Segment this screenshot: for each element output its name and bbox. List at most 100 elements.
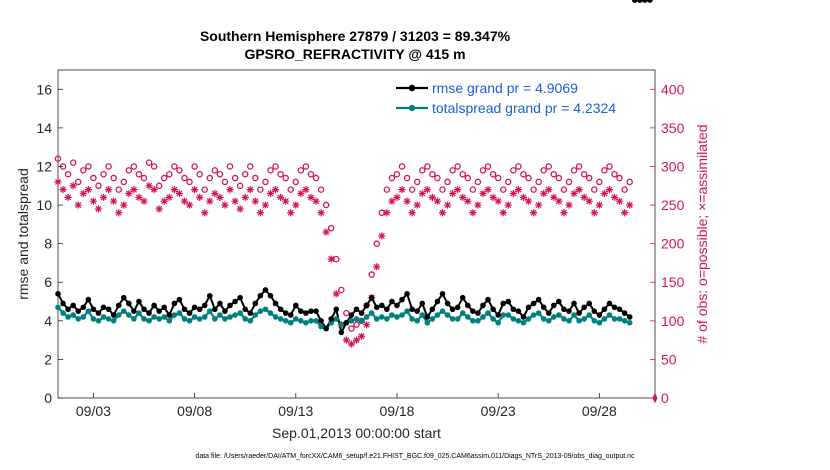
rmse-point <box>75 308 82 314</box>
obs-possible-point <box>69 159 77 166</box>
obs-possible-point <box>277 170 284 178</box>
obs-possible-point <box>545 163 553 170</box>
totalspread-point <box>348 318 355 324</box>
rmse-point <box>181 306 188 313</box>
rmse-point <box>90 306 97 313</box>
totalspread-point <box>318 323 324 330</box>
totalspread-point <box>70 312 76 318</box>
obs-possible-point <box>494 174 502 182</box>
obs-assimilated-point <box>621 209 629 217</box>
x-tick-label: 09/28 <box>582 403 617 419</box>
rmse-point <box>115 302 122 309</box>
totalspread-point <box>399 312 405 318</box>
obs-assimilated-point <box>398 186 406 194</box>
rmse-point <box>373 304 380 311</box>
obs-possible-point <box>105 163 112 170</box>
obs-possible-point <box>130 163 138 170</box>
obs-assimilated-point <box>605 186 614 194</box>
totalspread-point <box>459 310 466 316</box>
obs-assimilated-point <box>79 189 87 198</box>
obs-possible-point <box>439 186 446 193</box>
obs-assimilated-point <box>59 186 67 194</box>
obs-possible-point <box>580 170 588 178</box>
obs-possible-point <box>464 174 472 182</box>
obs-assimilated-point <box>211 189 219 198</box>
rmse-point <box>530 300 537 307</box>
obs-possible-point <box>226 163 234 170</box>
obs-possible-point <box>312 174 320 182</box>
y-right-tick-label: 400 <box>661 81 685 97</box>
obs-possible-point <box>150 163 158 170</box>
obs-assimilated-point <box>64 193 72 201</box>
rmse-point <box>394 302 400 309</box>
obs-possible-point <box>54 155 62 163</box>
totalspread-point <box>267 310 274 316</box>
obs-possible-point <box>565 178 573 186</box>
rmse-point <box>318 318 324 324</box>
rmse-point <box>586 300 593 307</box>
rmse-point <box>515 308 522 314</box>
obs-possible-point <box>393 170 401 178</box>
chart-title-line2: GPSRO_REFRACTIVITY @ 415 m <box>244 46 466 62</box>
y-right-tick-label: 250 <box>661 197 685 213</box>
totalspread-point <box>586 312 593 318</box>
totalspread-point <box>206 308 213 314</box>
obs-assimilated-point <box>246 186 254 194</box>
obs-assimilated-point <box>110 197 118 205</box>
totalspread-point <box>328 319 335 326</box>
rmse-point <box>151 302 157 309</box>
obs-possible-point <box>322 201 330 209</box>
obs-possible-point <box>307 170 315 178</box>
obs-assimilated-point <box>332 290 340 298</box>
rmse-point <box>606 300 613 307</box>
obs-possible-point <box>474 178 482 186</box>
obs-assimilated-point <box>590 209 598 217</box>
rmse-point <box>540 304 547 311</box>
obs-assimilated-point <box>120 201 128 209</box>
totalspread-point <box>277 316 284 322</box>
obs-assimilated-point <box>464 197 472 205</box>
totalspread-point <box>85 308 92 314</box>
rmse-point <box>186 310 193 316</box>
obs-possible-point <box>171 163 178 170</box>
rmse-point <box>637 0 643 3</box>
obs-possible-point <box>616 174 623 182</box>
obs-assimilated-point <box>484 186 492 194</box>
obs-assimilated-point <box>251 197 259 205</box>
totalspread-point <box>141 316 147 322</box>
rmse-point <box>556 298 562 305</box>
rmse-point <box>368 294 375 301</box>
totalspread-point <box>105 316 112 322</box>
rmse-point <box>424 314 431 320</box>
obs-possible-point <box>479 167 487 174</box>
obs-assimilated-point <box>282 197 290 205</box>
totalspread-point <box>358 318 365 324</box>
obs-possible-point <box>585 174 593 182</box>
totalspread-point <box>490 316 496 322</box>
y-right-tick-label: 350 <box>661 120 685 136</box>
totalspread-point <box>394 314 400 320</box>
obs-assimilated-point <box>236 205 244 213</box>
totalspread-point <box>110 318 117 324</box>
rmse-point <box>257 292 264 299</box>
rmse-point <box>409 306 415 313</box>
rmse-point <box>485 296 491 303</box>
obs-possible-point <box>125 167 133 174</box>
y-right-tick-label: 100 <box>661 313 685 329</box>
obs-possible-point <box>176 167 183 174</box>
obs-assimilated-point <box>155 205 163 213</box>
obs-assimilated-point <box>99 193 108 201</box>
rmse-point <box>500 300 507 307</box>
obs-assimilated-point <box>626 201 634 209</box>
obs-possible-point <box>206 174 214 182</box>
obs-assimilated-point <box>342 336 350 344</box>
obs-possible-point <box>145 159 153 166</box>
obs-assimilated-point <box>474 201 482 209</box>
obs-possible-point <box>343 309 350 317</box>
obs-assimilated-point <box>266 189 275 198</box>
obs-assimilated-point <box>292 201 300 209</box>
rmse-point <box>470 308 476 314</box>
rmse-point <box>465 302 471 309</box>
obs-possible-point <box>110 174 117 182</box>
obs-possible-point <box>181 174 188 182</box>
